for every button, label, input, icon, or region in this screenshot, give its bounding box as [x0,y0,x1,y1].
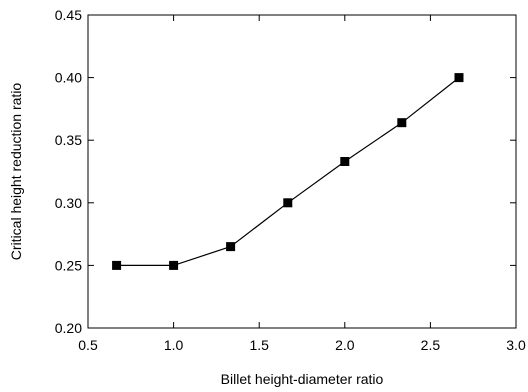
x-tick-label: 1.0 [164,337,184,353]
y-tick-label: 0.25 [55,257,82,273]
data-point-marker [397,118,407,128]
series-line [116,77,460,266]
data-point-marker [226,242,236,252]
y-axis-ticks: 0.20 0.25 0.30 0.35 0.40 0.45 [55,7,516,336]
data-point-marker [340,156,350,166]
series-layer [112,73,464,270]
y-tick-label: 0.40 [55,70,82,86]
y-tick-label: 0.35 [55,132,82,148]
data-point-marker [169,260,179,270]
data-point-marker [112,260,122,270]
data-point-marker [283,198,293,208]
y-tick-label: 0.45 [55,7,82,23]
x-tick-label: 2.5 [421,337,441,353]
plot-frame [87,14,517,329]
x-tick-label: 0.5 [78,337,98,353]
x-axis-ticks: 0.5 1.0 1.5 2.0 2.5 3.0 [78,15,526,353]
y-tick-label: 0.20 [55,320,82,336]
x-tick-label: 2.0 [335,337,355,353]
x-tick-label: 3.0 [506,337,526,353]
x-axis-title: Billet height-diameter ratio [221,371,384,387]
y-tick-label: 0.30 [55,195,82,211]
data-point-marker [454,73,464,83]
x-tick-label: 1.5 [249,337,269,353]
y-axis-title: Critical height reduction ratio [8,83,24,261]
